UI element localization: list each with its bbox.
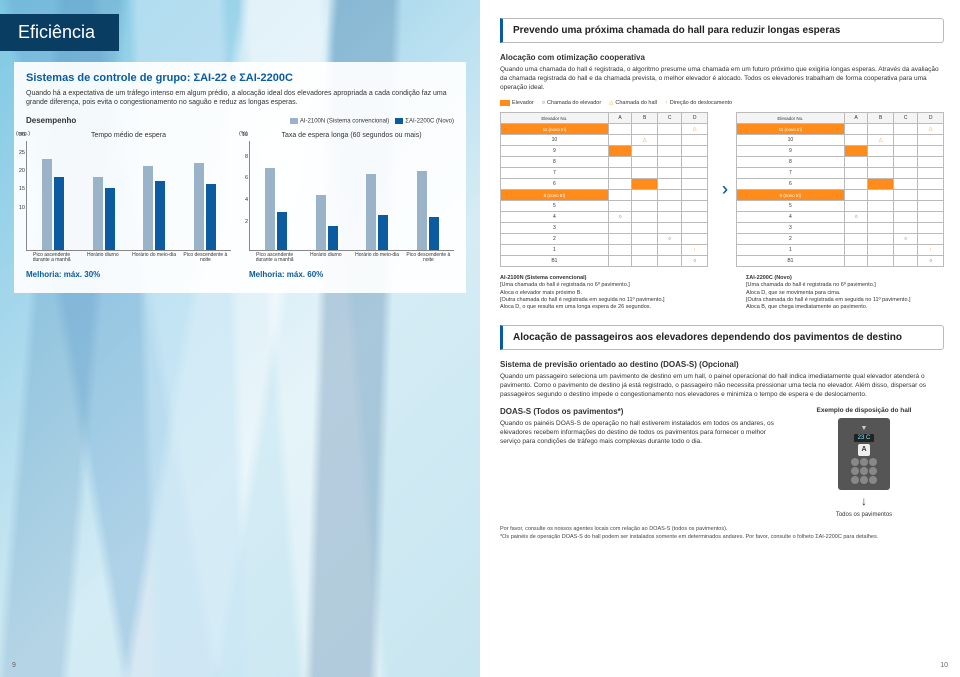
- intro-text: Quando há a expectativa de um tráfego in…: [26, 89, 454, 108]
- callout-destination: Alocação de passageiros aos elevadores d…: [500, 325, 944, 350]
- alloc-body: Quando uma chamada do hall é registrada,…: [500, 65, 944, 92]
- floors-caption: Todos os pavimentos: [836, 512, 892, 518]
- diag2-caption: ΣAI-2200C (Novo) [Uma chamada do hall é …: [746, 275, 944, 311]
- diagram-row: Elevador No.ABCD11 (novo tri)1098766 (no…: [500, 112, 944, 267]
- hall-panel-mock: ▼ 23 C A: [838, 418, 890, 490]
- footnote-2: *Os painéis de operação DOAS-S do hall p…: [500, 534, 944, 542]
- legend-car-call: Chamada do elevador: [547, 100, 601, 106]
- doas2-body: Quando os painéis DOAS-S de operação no …: [500, 419, 774, 446]
- hall-panel-example: Exemplo de disposição do hall ▼ 23 C A ↓…: [784, 407, 944, 518]
- chart-avg-wait: Tempo médio de espera (seg.) 3025201510 …: [26, 132, 231, 279]
- section-heading: Sistemas de controle de grupo: ΣAI-22 e …: [26, 72, 454, 84]
- chart1-improve: Melhoria: máx. 30%: [26, 270, 231, 279]
- page-title: Eficiência: [0, 14, 119, 51]
- page-number-left: 9: [12, 662, 16, 669]
- chart2-improve: Melhoria: máx. 60%: [249, 270, 454, 279]
- diagram-new: Elevador No.ABCD11 (novo tri)1098766 (no…: [736, 112, 944, 267]
- doas-heading: Sistema de previsão orientado ao destino…: [500, 360, 944, 369]
- doas2-heading: DOAS-S (Todos os pavimentos*): [500, 407, 774, 416]
- diag1-caption: AI-2100N (Sistema convencional) [Uma cha…: [500, 275, 698, 311]
- performance-label: Desempenho: [26, 116, 76, 125]
- arrow-down-icon: ↓: [861, 494, 867, 508]
- footnote-1: Por favor, consulte os nossos agentes lo…: [500, 526, 944, 534]
- page-number-right: 10: [940, 662, 948, 669]
- alloc-heading: Alocação com otimização cooperativa: [500, 53, 944, 62]
- legend-elevator: Elevador: [512, 100, 534, 106]
- panel-letter: A: [858, 444, 870, 456]
- footnote: Por favor, consulte os nossos agentes lo…: [500, 526, 944, 541]
- legend-direction: Direção do deslocamento: [670, 100, 732, 106]
- legend-hall-call: Chamada do hall: [615, 100, 657, 106]
- example-label: Exemplo de disposição do hall: [817, 407, 912, 414]
- chart2-title: Taxa de espera longa (60 segundos ou mai…: [249, 132, 454, 139]
- panel-display: 23 C: [854, 434, 875, 442]
- legend-conventional: AI-2100N (Sistema convencional): [300, 118, 389, 124]
- diagram-legend: Elevador ○Chamada do elevador △Chamada d…: [500, 100, 944, 106]
- content-box: Sistemas de controle de grupo: ΣAI-22 e …: [14, 62, 466, 293]
- legend-new: ΣAI-2200C (Novo): [405, 118, 454, 124]
- chart-legend: AI-2100N (Sistema convencional) ΣAI-2200…: [290, 118, 454, 125]
- chart-long-wait: Taxa de espera longa (60 segundos ou mai…: [249, 132, 454, 279]
- left-page: Eficiência Sistemas de controle de grupo…: [0, 0, 480, 677]
- chart1-title: Tempo médio de espera: [26, 132, 231, 139]
- callout-predict: Prevendo uma próxima chamada do hall par…: [500, 18, 944, 43]
- right-page: Prevendo uma próxima chamada do hall par…: [480, 0, 960, 677]
- diagram-conventional: Elevador No.ABCD11 (novo tri)1098766 (no…: [500, 112, 708, 267]
- doas-body: Quando um passageiro seleciona um pavime…: [500, 372, 944, 399]
